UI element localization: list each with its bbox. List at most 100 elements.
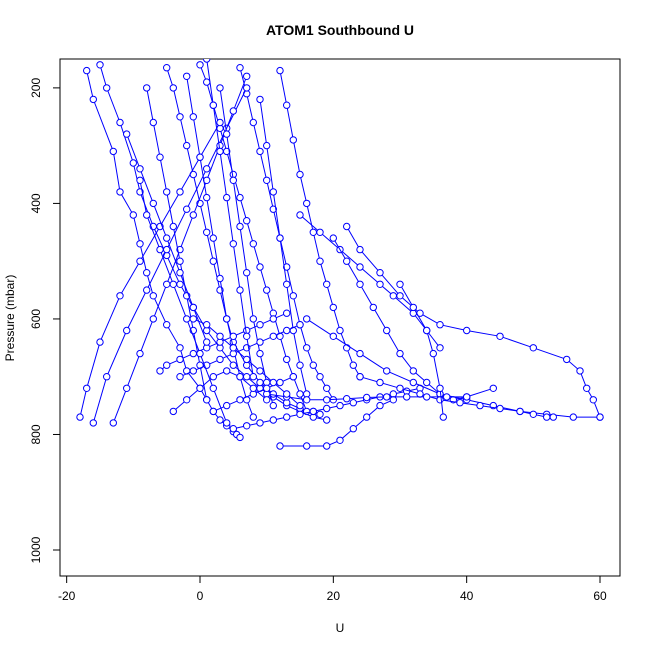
- series-5: [236, 64, 337, 404]
- data-point: [309, 228, 317, 237]
- data-point: [216, 118, 224, 127]
- data-point: [489, 384, 497, 392]
- data-point: [269, 332, 277, 340]
- data-point: [103, 84, 111, 92]
- data-point: [236, 373, 244, 381]
- data-point: [263, 286, 271, 294]
- data-point: [203, 396, 211, 404]
- data-point: [396, 292, 404, 300]
- data-point: [196, 384, 204, 392]
- y-tick-label: 800: [29, 424, 43, 444]
- data-point: [83, 66, 91, 75]
- data-point: [229, 107, 238, 115]
- data-point: [283, 101, 291, 109]
- data-point: [409, 367, 417, 375]
- data-point: [283, 390, 291, 398]
- data-point: [123, 326, 131, 335]
- data-point: [363, 413, 371, 421]
- data-point: [249, 240, 258, 248]
- data-point: [116, 292, 124, 300]
- data-point: [83, 384, 91, 392]
- data-point: [443, 393, 451, 401]
- series-27: [189, 315, 304, 410]
- data-point: [263, 384, 271, 392]
- data-point: [96, 61, 104, 69]
- data-point: [203, 78, 211, 86]
- series-30: [203, 59, 258, 381]
- series-13: [256, 95, 311, 398]
- data-point: [143, 211, 151, 219]
- data-point: [149, 315, 158, 323]
- data-point: [596, 413, 604, 421]
- series-line: [399, 284, 444, 418]
- data-point: [403, 393, 411, 401]
- data-point: [149, 199, 158, 208]
- data-point: [423, 326, 431, 335]
- series-16: [229, 384, 424, 433]
- data-point: [169, 84, 178, 92]
- data-point: [423, 393, 431, 401]
- series-29: [123, 130, 211, 346]
- data-point: [163, 234, 171, 242]
- data-point: [283, 309, 291, 317]
- series-8: [89, 84, 251, 427]
- data-point: [323, 416, 331, 424]
- data-point: [496, 404, 504, 413]
- data-point: [323, 396, 331, 404]
- data-point: [409, 303, 417, 312]
- data-point: [396, 280, 404, 288]
- data-point: [216, 332, 224, 340]
- series-line: [99, 64, 327, 421]
- y-tick-label: 600: [29, 309, 43, 329]
- data-point: [123, 384, 131, 392]
- data-point: [376, 269, 384, 277]
- data-point: [263, 176, 271, 185]
- data-point: [189, 349, 198, 358]
- data-point: [89, 95, 98, 104]
- data-point: [183, 72, 191, 81]
- data-point: [209, 384, 218, 392]
- data-point: [296, 211, 304, 219]
- series-line: [346, 226, 601, 418]
- data-point: [256, 419, 264, 427]
- data-point: [103, 373, 111, 381]
- data-point: [143, 286, 151, 294]
- data-point: [436, 384, 444, 392]
- data-point: [209, 101, 218, 109]
- x-tick-label: 0: [197, 589, 204, 603]
- data-point: [216, 84, 224, 92]
- data-point: [216, 147, 224, 156]
- series-line: [146, 87, 208, 400]
- data-point: [409, 378, 417, 387]
- data-point: [269, 188, 277, 196]
- x-axis: -20 0 20 40 60: [58, 576, 607, 603]
- data-point: [156, 245, 164, 254]
- data-point: [336, 401, 344, 410]
- data-point: [283, 280, 291, 288]
- data-point: [529, 344, 537, 352]
- data-point: [269, 315, 277, 323]
- data-point: [329, 303, 337, 312]
- data-point: [256, 95, 264, 104]
- data-point: [116, 118, 124, 127]
- data-point: [109, 419, 118, 427]
- data-point: [496, 332, 504, 340]
- series-22: [356, 373, 557, 421]
- data-point: [123, 130, 131, 138]
- data-point: [163, 280, 171, 288]
- y-tick-label: 1000: [29, 536, 43, 563]
- data-point: [89, 419, 98, 427]
- x-tick-label: 40: [460, 589, 474, 603]
- data-point: [276, 378, 284, 387]
- data-point: [163, 64, 171, 72]
- series-15: [176, 321, 304, 381]
- data-point: [109, 147, 118, 156]
- series-28: [136, 176, 231, 427]
- data-point: [209, 257, 218, 265]
- data-point: [223, 419, 231, 427]
- data-point: [236, 193, 244, 202]
- data-point: [316, 228, 324, 237]
- data-point: [136, 176, 144, 185]
- data-point: [176, 344, 184, 352]
- data-point: [283, 413, 291, 421]
